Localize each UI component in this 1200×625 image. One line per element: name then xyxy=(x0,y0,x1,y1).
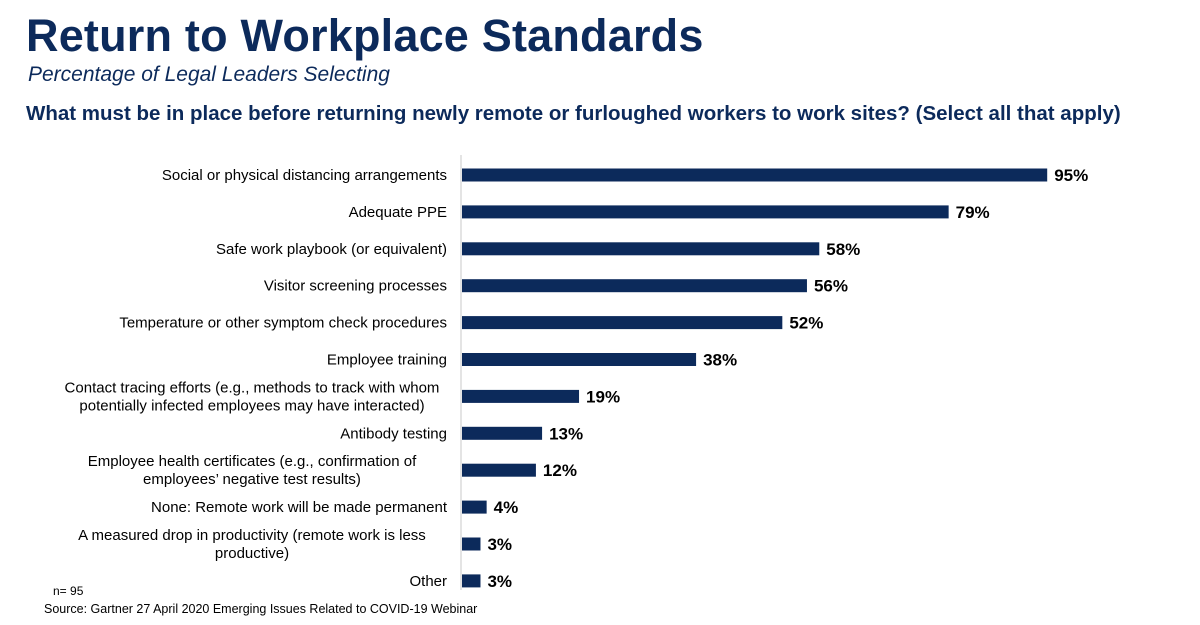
category-label: None: Remote work will be made permanent xyxy=(151,499,448,516)
survey-question: What must be in place before returning n… xyxy=(26,102,1121,125)
category-label: Visitor screening processes xyxy=(264,278,447,295)
bar-value-label: 3% xyxy=(487,535,512,554)
bar xyxy=(462,242,820,256)
category-label: Contact tracing efforts (e.g., methods t… xyxy=(65,379,440,414)
bar-value-label: 19% xyxy=(586,387,620,406)
bar xyxy=(462,168,1048,182)
page-subtitle: Percentage of Legal Leaders Selecting xyxy=(28,63,390,86)
category-label: Safe work playbook (or equivalent) xyxy=(216,241,447,258)
bar xyxy=(462,389,580,403)
category-label: Social or physical distancing arrangemen… xyxy=(162,167,447,184)
bar-value-label: 58% xyxy=(826,240,860,259)
bar-chart: 95% Social or physical distancing arrange… xyxy=(65,155,1088,590)
category-label: Other xyxy=(409,573,447,590)
category-label: Antibody testing xyxy=(340,425,447,442)
bar xyxy=(462,537,481,551)
bar xyxy=(462,463,536,477)
bar xyxy=(462,574,481,588)
bar xyxy=(462,500,487,514)
bar-value-label: 12% xyxy=(543,461,577,480)
source-note: Source: Gartner 27 April 2020 Emerging I… xyxy=(44,602,478,616)
category-label: Employee health certificates (e.g., conf… xyxy=(88,453,417,488)
bar-value-label: 95% xyxy=(1054,166,1088,185)
category-label: Adequate PPE xyxy=(349,204,447,221)
bar xyxy=(462,205,949,219)
category-label: Employee training xyxy=(327,352,447,369)
bar-value-label: 3% xyxy=(487,572,512,590)
sample-size-note: n= 95 xyxy=(53,584,84,598)
bar xyxy=(462,353,697,366)
bar xyxy=(462,279,807,293)
category-label: A measured drop in productivity (remote … xyxy=(78,527,426,562)
bar xyxy=(462,316,783,330)
bar-value-label: 52% xyxy=(789,314,823,333)
bar-value-label: 79% xyxy=(956,203,990,222)
bar xyxy=(462,426,543,440)
bar-value-label: 4% xyxy=(494,498,519,517)
bar-value-label: 38% xyxy=(703,351,737,370)
page-title: Return to Workplace Standards xyxy=(26,10,704,61)
category-label: Temperature or other symptom check proce… xyxy=(119,315,447,332)
bar-value-label: 56% xyxy=(814,277,848,296)
bar-value-label: 13% xyxy=(549,424,583,443)
